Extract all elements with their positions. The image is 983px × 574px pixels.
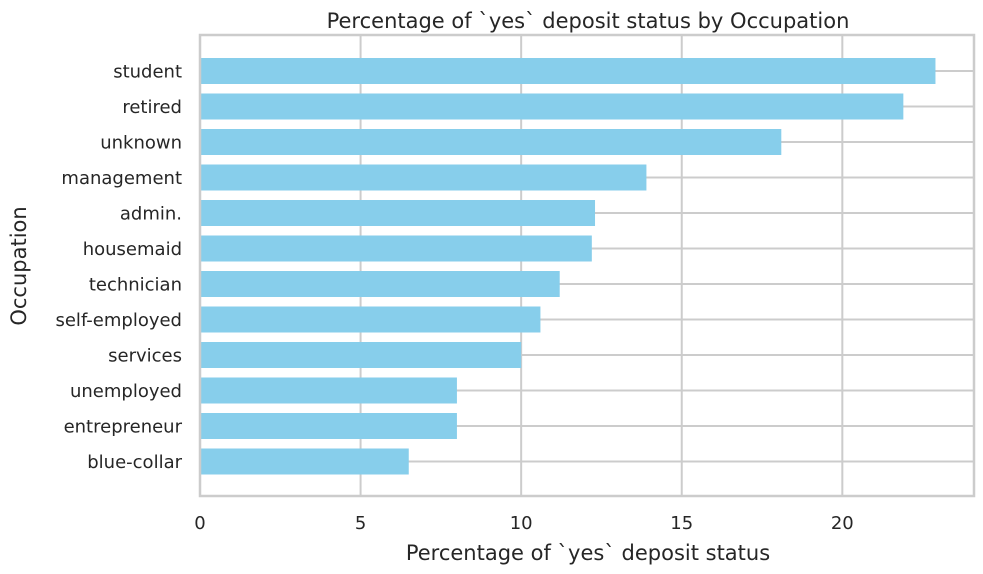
x-tick-label: 15 [670, 513, 693, 534]
bar-entrepreneur [200, 413, 457, 439]
bar-management [200, 164, 647, 191]
y-tick-label: self-employed [55, 310, 182, 331]
y-tick-label: technician [89, 275, 182, 296]
bars-layer [200, 58, 936, 475]
bar-blue-collar [200, 448, 409, 475]
x-tick-label: 20 [831, 513, 854, 534]
x-tick-labels: 0 5 10 15 20 [194, 513, 854, 534]
y-tick-label: services [108, 346, 182, 367]
y-tick-label: student [113, 62, 182, 83]
bar-services [200, 342, 522, 368]
chart-title: Percentage of `yes` deposit status by Oc… [327, 9, 850, 33]
y-tick-label: retired [122, 97, 182, 118]
y-axis-label: Occupation [7, 206, 31, 325]
bar-self-employed [200, 306, 541, 333]
bar-student [200, 58, 936, 84]
x-tick-label: 5 [355, 513, 366, 534]
y-tick-label: blue-collar [87, 452, 182, 473]
y-tick-label: admin. [120, 204, 182, 225]
bar-technician [200, 271, 560, 297]
y-tick-label: unemployed [70, 381, 182, 402]
x-axis-label: Percentage of `yes` deposit status [406, 541, 770, 565]
y-tick-label: unknown [100, 133, 182, 154]
bar-retired [200, 93, 904, 120]
y-tick-label: management [61, 168, 182, 189]
y-tick-label: entrepreneur [64, 417, 183, 438]
bar-housemaid [200, 235, 592, 262]
plot-frame [198, 33, 976, 498]
x-tick-label: 10 [510, 513, 533, 534]
x-tick-label: 0 [194, 513, 205, 534]
bar-unemployed [200, 377, 457, 404]
bar-unknown [200, 129, 782, 155]
bar-admin [200, 200, 596, 226]
y-tick-label: housemaid [83, 239, 182, 260]
y-tick-labels: student retired unknown management admin. hou… [55, 62, 182, 474]
